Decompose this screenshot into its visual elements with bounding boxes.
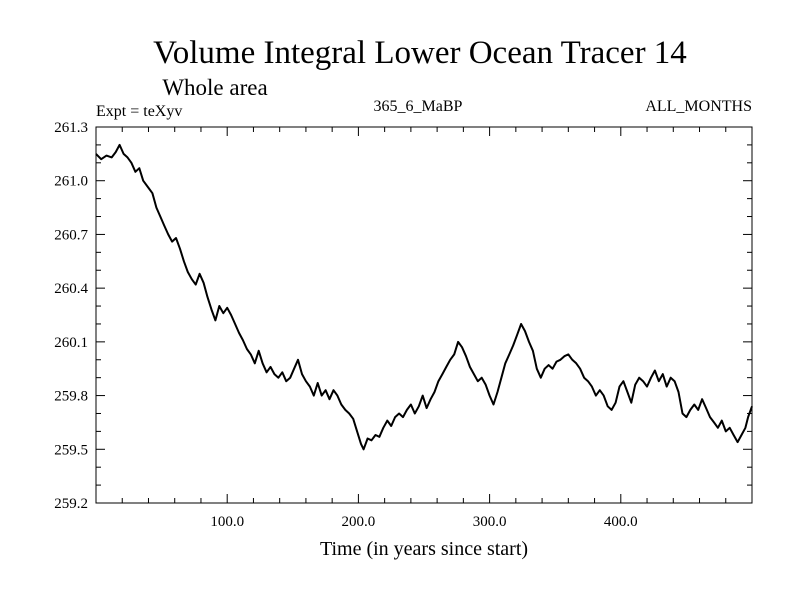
- y-tick-label: 261.0: [54, 174, 88, 190]
- x-axis: [121, 127, 727, 503]
- period-label: 365_6_MaBP: [374, 98, 463, 115]
- series-group: [95, 143, 753, 451]
- expt-label: Expt = teXyv: [96, 103, 182, 120]
- chart-subtitle: Whole area: [162, 75, 267, 100]
- y-tick-label: 260.1: [54, 335, 88, 351]
- x-tick-labels: 100.0 200.0 300.0 400.0: [210, 514, 637, 530]
- y-tick-label: 260.7: [54, 227, 88, 243]
- y-tick-label: 261.3: [54, 120, 88, 136]
- x-tick-label: 200.0: [342, 514, 376, 530]
- series-line: [95, 143, 753, 451]
- y-tick-labels: 259.2 259.5 259.8 260.1 260.4 260.7 261.0 261.3: [54, 120, 88, 512]
- y-tick-label: 259.2: [54, 496, 88, 512]
- y-tick-label: 259.8: [54, 389, 88, 405]
- y-axis: [96, 144, 752, 486]
- x-tick-label: 400.0: [604, 514, 638, 530]
- x-axis-label: Time (in years since start): [320, 538, 528, 560]
- y-tick-label: 260.4: [54, 281, 88, 297]
- months-label: ALL_MONTHS: [645, 98, 752, 115]
- x-tick-label: 300.0: [473, 514, 507, 530]
- y-tick-label: 259.5: [54, 442, 88, 458]
- chart-title: Volume Integral Lower Ocean Tracer 14: [153, 35, 687, 71]
- plot-frame: [95, 126, 753, 504]
- x-tick-label: 100.0: [210, 514, 244, 530]
